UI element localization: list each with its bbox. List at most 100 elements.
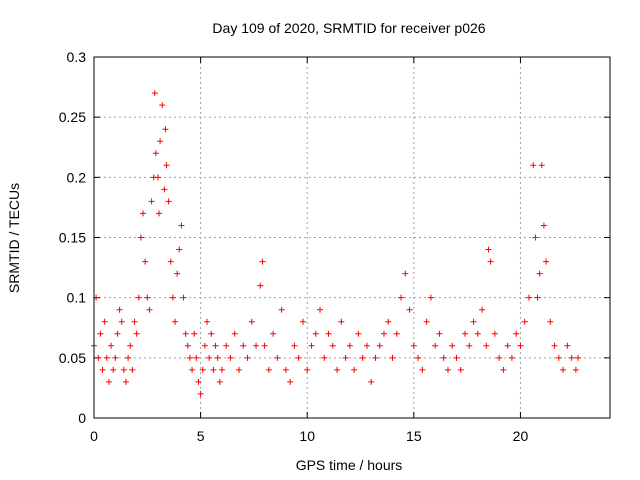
y-tick-label: 0.25 bbox=[59, 109, 86, 125]
data-point bbox=[525, 294, 532, 301]
data-point bbox=[240, 342, 247, 349]
data-point bbox=[338, 318, 345, 325]
data-point bbox=[393, 330, 400, 337]
data-point bbox=[398, 294, 405, 301]
data-point bbox=[261, 342, 268, 349]
data-point bbox=[457, 366, 464, 373]
data-point bbox=[491, 330, 498, 337]
data-point bbox=[135, 294, 142, 301]
data-point bbox=[485, 246, 492, 253]
data-point bbox=[97, 330, 104, 337]
data-point bbox=[508, 354, 515, 361]
data-point bbox=[259, 258, 266, 265]
data-point bbox=[325, 330, 332, 337]
data-point bbox=[137, 234, 144, 241]
data-point bbox=[163, 162, 170, 169]
data-point bbox=[270, 330, 277, 337]
data-point bbox=[122, 378, 129, 385]
data-point bbox=[274, 354, 281, 361]
data-point bbox=[543, 258, 550, 265]
grid-lines bbox=[94, 57, 610, 418]
axis-ticks: 0 0.05 0.1 0.15 0.2 0.25 0.3 0 5 10 15 20 bbox=[59, 49, 610, 444]
data-point bbox=[530, 162, 537, 169]
data-point bbox=[184, 342, 191, 349]
data-point bbox=[389, 354, 396, 361]
data-point bbox=[248, 318, 255, 325]
data-point bbox=[329, 342, 336, 349]
data-point bbox=[157, 138, 164, 145]
data-point bbox=[555, 354, 562, 361]
data-point bbox=[278, 306, 285, 313]
data-point bbox=[174, 270, 181, 277]
data-point bbox=[189, 366, 196, 373]
data-point bbox=[151, 90, 158, 97]
data-point bbox=[167, 258, 174, 265]
data-point bbox=[500, 366, 507, 373]
data-point bbox=[532, 234, 539, 241]
data-point bbox=[165, 198, 172, 205]
data-point bbox=[105, 378, 112, 385]
data-point bbox=[204, 318, 211, 325]
data-point bbox=[144, 294, 151, 301]
y-axis-label: SRMTID / TECUs bbox=[6, 183, 22, 293]
x-tick-label: 0 bbox=[90, 428, 98, 444]
data-point bbox=[180, 294, 187, 301]
data-point bbox=[419, 366, 426, 373]
data-point bbox=[436, 330, 443, 337]
data-point bbox=[474, 330, 481, 337]
data-point bbox=[265, 366, 272, 373]
x-tick-label: 15 bbox=[406, 428, 422, 444]
data-point bbox=[368, 378, 375, 385]
data-point bbox=[363, 342, 370, 349]
data-point bbox=[432, 342, 439, 349]
data-point bbox=[110, 366, 117, 373]
data-point bbox=[186, 354, 193, 361]
data-point bbox=[440, 354, 447, 361]
data-point bbox=[120, 366, 127, 373]
data-point bbox=[504, 342, 511, 349]
data-point bbox=[103, 354, 110, 361]
data-point bbox=[244, 354, 251, 361]
data-point bbox=[197, 390, 204, 397]
data-point bbox=[560, 366, 567, 373]
data-point bbox=[116, 306, 123, 313]
data-point bbox=[199, 366, 206, 373]
data-point bbox=[287, 378, 294, 385]
data-point bbox=[129, 366, 136, 373]
data-point bbox=[140, 210, 147, 217]
data-points bbox=[91, 90, 582, 397]
data-point bbox=[127, 342, 134, 349]
data-point bbox=[538, 162, 545, 169]
data-point bbox=[210, 366, 217, 373]
plot-frame bbox=[93, 56, 611, 419]
data-point bbox=[253, 342, 260, 349]
data-point bbox=[206, 354, 213, 361]
data-point bbox=[487, 258, 494, 265]
data-point bbox=[470, 318, 477, 325]
data-point bbox=[317, 306, 324, 313]
data-point bbox=[191, 330, 198, 337]
data-point bbox=[483, 342, 490, 349]
data-point bbox=[114, 330, 121, 337]
data-point bbox=[534, 294, 541, 301]
data-point bbox=[540, 222, 547, 229]
data-point bbox=[214, 354, 221, 361]
data-point bbox=[304, 366, 311, 373]
x-axis-label: GPS time / hours bbox=[296, 457, 403, 473]
data-point bbox=[568, 354, 575, 361]
data-point bbox=[564, 342, 571, 349]
data-point bbox=[223, 342, 230, 349]
data-point bbox=[108, 342, 115, 349]
y-tick-label: 0.1 bbox=[67, 290, 87, 306]
data-point bbox=[295, 354, 302, 361]
data-point bbox=[169, 294, 176, 301]
data-point bbox=[118, 318, 125, 325]
data-point bbox=[423, 318, 430, 325]
data-point bbox=[517, 342, 524, 349]
data-point bbox=[299, 318, 306, 325]
data-point bbox=[125, 354, 132, 361]
data-point bbox=[148, 198, 155, 205]
x-tick-label: 5 bbox=[197, 428, 205, 444]
data-point bbox=[449, 342, 456, 349]
data-point bbox=[101, 318, 108, 325]
